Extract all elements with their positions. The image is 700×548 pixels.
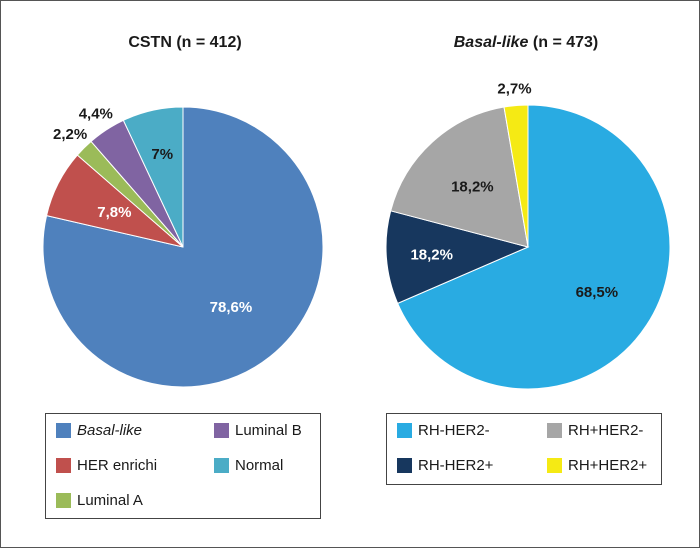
legend-item-rh-her2: RH-HER2+ [397,457,493,474]
slice-label-normal: 7% [151,146,173,163]
legend-label: Luminal B [235,422,302,439]
slice-label-rh-her2: 18,2% [451,178,494,195]
legend-label: Luminal A [77,492,143,509]
legend-swatch [56,423,71,438]
legend-item-luminal-b: Luminal B [214,422,302,439]
legend-swatch [397,458,412,473]
slice-label-rh-her2: 68,5% [576,284,619,301]
pie-slice-basal-like [42,106,324,388]
chart-title-main: Basal-like [453,34,529,51]
legend-label: RH-HER2- [418,422,490,439]
slice-label-luminal-b: 4,4% [79,105,113,122]
chart-title-suffix: (n = 412) [171,34,242,51]
chart-title-basal-like: Basal-like (n = 473) [353,34,699,52]
legend-item-luminal-a: Luminal A [56,492,143,509]
legend-cstn: Basal-like Luminal B HER enrichi Normal Lumi… [45,413,321,519]
legend-swatch [214,423,229,438]
slice-label-luminal-a: 2,2% [53,126,87,143]
legend-item-rh-her2: RH+HER2- [547,422,643,439]
legend-basal-like: RH-HER2- RH+HER2- RH-HER2+ RH+HER2+ [386,413,662,485]
chart-title-main: CSTN [128,34,172,51]
legend-item-basal-like: Basal-like [56,422,142,439]
legend-label: Basal-like [77,422,143,439]
legend-swatch [397,423,412,438]
pie-slice-rh-her2 [385,210,530,305]
pie-chart-basal-like: 68,5% 18,2% 18,2% 2,7% [385,81,671,390]
chart-title-cstn: CSTN (n = 412) [1,34,369,52]
pie-slice-normal [122,106,184,248]
legend-swatch [214,458,229,473]
legend-swatch [56,458,71,473]
legend-item-rh-her2: RH-HER2- [397,422,490,439]
slice-label-basal-like: 78,6% [210,299,253,316]
legend-swatch [547,423,562,438]
legend-item-normal: Normal [214,457,283,474]
legend-label: RH+HER2- [568,422,644,439]
legend-swatch [56,493,71,508]
legend-label: RH-HER2+ [418,457,494,474]
pie-slice-rh-her2 [397,104,671,390]
legend-label: RH+HER2+ [568,457,648,474]
chart-title-suffix: (n = 473) [528,34,599,51]
pie-slice-rh-her2 [390,106,529,248]
slice-label-rh-her2: 18,2% [410,246,453,263]
legend-swatch [547,458,562,473]
legend-item-her-enrichi: HER enrichi [56,457,157,474]
legend-label: HER enrichi [77,457,158,474]
slice-label-her-enrichi: 7,8% [97,204,131,221]
legend-item-rh-her2: RH+HER2+ [547,457,647,474]
pie-slice-rh-her2 [503,104,529,248]
slice-label-rh-her2: 2,7% [497,81,531,98]
pie-chart-cstn: 78,6% 7,8% 2,2% 4,4% 7% [42,105,324,388]
legend-label: Normal [235,457,284,474]
